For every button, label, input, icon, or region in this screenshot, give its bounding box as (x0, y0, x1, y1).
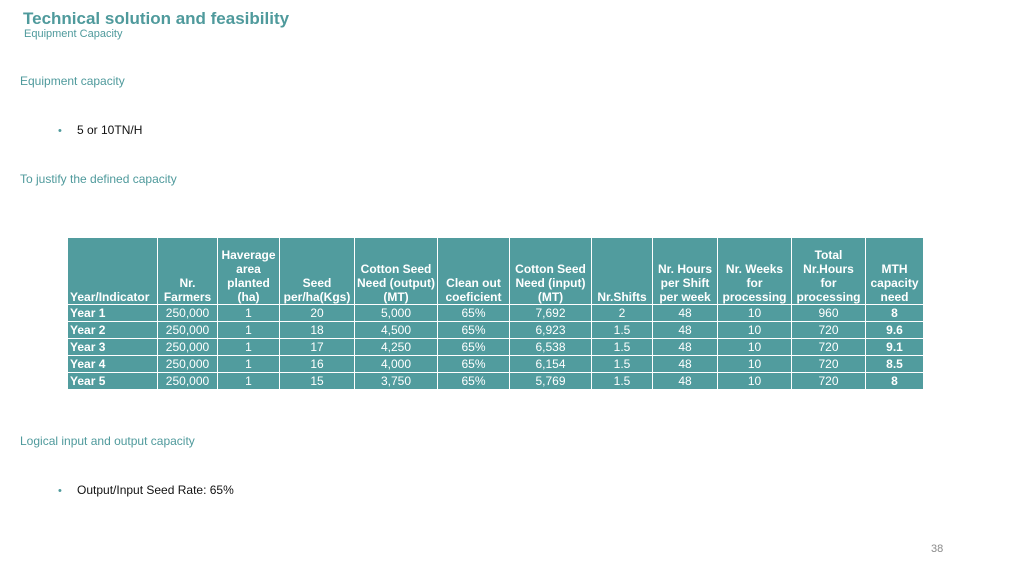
cell-clean-out: 65% (437, 355, 510, 373)
col-header-weeks: Nr. Weeks for processing (717, 237, 792, 305)
col-header-clean-out: Clean out coeficient (437, 237, 510, 305)
bullet-icon: • (58, 485, 62, 497)
cell-seed: 20 (279, 304, 355, 322)
cell-seed-output: 4,500 (354, 321, 438, 339)
cell-mth: 9.1 (865, 338, 924, 356)
cell-hours: 48 (652, 338, 718, 356)
col-header-seed: Seed per/ha(Kgs) (279, 237, 355, 305)
cell-area: 1 (217, 372, 280, 390)
cell-shifts: 1.5 (591, 338, 653, 356)
table-row: Year 2 250,000 1 18 4,500 65% 6,923 1.5 … (67, 321, 924, 339)
cell-clean-out: 65% (437, 304, 510, 322)
cell-weeks: 10 (717, 321, 792, 339)
cell-year: Year 2 (67, 321, 158, 339)
col-header-seed-input: Cotton Seed Need (input) (MT) (509, 237, 592, 305)
cell-year: Year 3 (67, 338, 158, 356)
cell-seed: 18 (279, 321, 355, 339)
cell-total-hours: 720 (791, 321, 866, 339)
cell-year: Year 1 (67, 304, 158, 322)
cell-total-hours: 960 (791, 304, 866, 322)
cell-weeks: 10 (717, 372, 792, 390)
cell-mth: 8 (865, 304, 924, 322)
table-row: Year 3 250,000 1 17 4,250 65% 6,538 1.5 … (67, 338, 924, 356)
cell-year: Year 5 (67, 372, 158, 390)
table-row: Year 5 250,000 1 15 3,750 65% 5,769 1.5 … (67, 372, 924, 390)
cell-weeks: 10 (717, 338, 792, 356)
cell-seed-input: 6,538 (509, 338, 592, 356)
cell-seed-input: 7,692 (509, 304, 592, 322)
cell-hours: 48 (652, 355, 718, 373)
cell-shifts: 1.5 (591, 372, 653, 390)
col-header-shifts: Nr.Shifts (591, 237, 653, 305)
cell-mth: 8.5 (865, 355, 924, 373)
section-heading-logical: Logical input and output capacity (20, 434, 195, 448)
cell-total-hours: 720 (791, 372, 866, 390)
section-heading-justify: To justify the defined capacity (20, 172, 177, 186)
capacity-table: Year/Indicator Nr. Farmers Haverage area… (67, 237, 924, 390)
bullet-capacity: • 5 or 10TN/H (58, 123, 142, 137)
cell-shifts: 1.5 (591, 355, 653, 373)
cell-shifts: 1.5 (591, 321, 653, 339)
cell-year: Year 4 (67, 355, 158, 373)
page-subtitle: Equipment Capacity (24, 28, 123, 40)
cell-area: 1 (217, 355, 280, 373)
cell-hours: 48 (652, 304, 718, 322)
col-header-year: Year/Indicator (67, 237, 158, 305)
col-header-farmers: Nr. Farmers (157, 237, 218, 305)
cell-seed: 15 (279, 372, 355, 390)
bullet-capacity-text: 5 or 10TN/H (77, 123, 143, 137)
cell-hours: 48 (652, 372, 718, 390)
cell-seed-output: 4,000 (354, 355, 438, 373)
cell-seed: 16 (279, 355, 355, 373)
page-number: 38 (931, 543, 944, 555)
cell-seed-output: 5,000 (354, 304, 438, 322)
cell-area: 1 (217, 338, 280, 356)
cell-clean-out: 65% (437, 338, 510, 356)
table-row: Year 1 250,000 1 20 5,000 65% 7,692 2 48… (67, 304, 924, 322)
col-header-seed-output: Cotton Seed Need (output)(MT) (354, 237, 438, 305)
cell-farmers: 250,000 (157, 321, 218, 339)
bullet-logical-text: Output/Input Seed Rate: 65% (77, 483, 234, 497)
table-row: Year 4 250,000 1 16 4,000 65% 6,154 1.5 … (67, 355, 924, 373)
cell-hours: 48 (652, 321, 718, 339)
bullet-logical: • Output/Input Seed Rate: 65% (58, 483, 234, 497)
cell-farmers: 250,000 (157, 355, 218, 373)
page-title: Technical solution and feasibility (23, 9, 290, 28)
cell-weeks: 10 (717, 304, 792, 322)
cell-total-hours: 720 (791, 355, 866, 373)
cell-area: 1 (217, 321, 280, 339)
col-header-total-hours: Total Nr.Hours for processing (791, 237, 866, 305)
cell-seed-input: 5,769 (509, 372, 592, 390)
cell-shifts: 2 (591, 304, 653, 322)
cell-farmers: 250,000 (157, 372, 218, 390)
cell-seed: 17 (279, 338, 355, 356)
cell-clean-out: 65% (437, 321, 510, 339)
cell-total-hours: 720 (791, 338, 866, 356)
col-header-area: Haverage area planted (ha) (217, 237, 280, 305)
cell-seed-input: 6,154 (509, 355, 592, 373)
cell-seed-input: 6,923 (509, 321, 592, 339)
cell-seed-output: 3,750 (354, 372, 438, 390)
col-header-mth: MTH capacity need (865, 237, 924, 305)
cell-mth: 9.6 (865, 321, 924, 339)
cell-mth: 8 (865, 372, 924, 390)
cell-weeks: 10 (717, 355, 792, 373)
cell-clean-out: 65% (437, 372, 510, 390)
cell-farmers: 250,000 (157, 338, 218, 356)
section-heading-equipment-capacity: Equipment capacity (20, 74, 125, 88)
cell-farmers: 250,000 (157, 304, 218, 322)
cell-seed-output: 4,250 (354, 338, 438, 356)
bullet-icon: • (58, 125, 62, 137)
cell-area: 1 (217, 304, 280, 322)
col-header-hours: Nr. Hours per Shift per week (652, 237, 718, 305)
table-header-row: Year/Indicator Nr. Farmers Haverage area… (67, 237, 924, 305)
